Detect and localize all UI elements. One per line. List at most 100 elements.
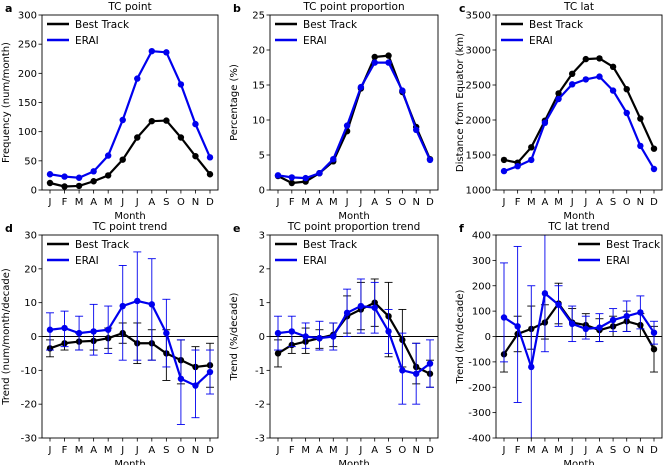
series-line xyxy=(503,57,656,164)
x-tick-label: M xyxy=(554,445,563,456)
plot-frame xyxy=(269,14,439,191)
x-tick-label: J xyxy=(570,197,574,208)
data-point xyxy=(412,126,420,133)
legend: Best Track ERAI xyxy=(501,19,584,47)
data-point xyxy=(582,76,590,83)
data-point xyxy=(46,171,54,178)
data-point xyxy=(104,326,112,333)
x-tick-label: F xyxy=(515,197,521,208)
data-point xyxy=(650,345,658,353)
data-point xyxy=(357,302,365,310)
x-tick-label: S xyxy=(610,197,616,208)
x-tick-label: M xyxy=(75,445,84,456)
data-point xyxy=(90,328,97,335)
legend-label: ERAI xyxy=(75,35,99,47)
y-tick-label: -200 xyxy=(468,383,491,394)
x-tick-label: A xyxy=(316,445,323,456)
x-tick-label: J xyxy=(48,445,52,456)
x-tick-label: M xyxy=(329,445,338,456)
x-axis-label: Month xyxy=(338,211,369,222)
chart-title: TC point proportion xyxy=(302,1,404,13)
data-point xyxy=(134,134,141,141)
x-tick-label: M xyxy=(301,445,310,456)
legend-label: ERAI xyxy=(75,255,99,267)
x-tick-label: M xyxy=(104,197,113,208)
data-point xyxy=(609,316,617,324)
data-point xyxy=(61,173,68,180)
x-tick-label: J xyxy=(276,445,280,456)
series-best-track xyxy=(46,322,214,388)
data-point xyxy=(582,55,590,63)
data-point xyxy=(637,309,644,316)
data-point xyxy=(596,73,603,80)
data-point xyxy=(192,120,199,128)
legend: Best Track ERAI xyxy=(275,239,358,267)
panel-label: e xyxy=(233,222,240,235)
data-point xyxy=(528,363,535,371)
chart-title: TC point xyxy=(107,1,151,13)
series-line xyxy=(277,304,431,375)
plot-frame xyxy=(269,234,439,439)
y-tick-label: -100 xyxy=(468,357,491,368)
y-tick-label: 0 xyxy=(259,186,265,197)
x-tick-label: F xyxy=(62,197,68,208)
data-point xyxy=(582,325,590,333)
data-point xyxy=(61,183,68,190)
chart-title: TC point trend xyxy=(92,221,168,233)
data-point xyxy=(500,167,508,175)
data-point xyxy=(343,309,351,317)
series-erai xyxy=(500,235,658,438)
x-tick-label: N xyxy=(637,445,644,456)
data-point xyxy=(192,152,199,160)
data-point xyxy=(555,95,562,103)
x-tick-label: A xyxy=(371,197,378,208)
data-point xyxy=(274,350,282,357)
series-erai xyxy=(46,47,214,181)
data-point xyxy=(385,328,392,335)
x-tick-label: J xyxy=(583,445,587,456)
data-point xyxy=(302,174,309,182)
data-point xyxy=(399,367,406,374)
data-point xyxy=(568,81,576,88)
data-point xyxy=(385,52,392,59)
y-tick-label: 0 xyxy=(485,332,491,343)
x-tick-label: S xyxy=(610,445,616,456)
plot-frame xyxy=(41,234,219,439)
y-tick-label: 1 xyxy=(259,298,265,309)
x-tick-label: J xyxy=(358,445,362,456)
legend: Best Track ERAI xyxy=(578,239,661,267)
legend-label: Best Track xyxy=(529,19,584,31)
legend-label: ERAI xyxy=(303,35,327,47)
x-tick-label: A xyxy=(371,445,378,456)
data-point xyxy=(568,320,576,328)
series-line xyxy=(503,75,655,173)
x-tick-label: J xyxy=(345,197,349,208)
x-tick-label: M xyxy=(301,197,310,208)
x-tick-label: D xyxy=(426,445,434,456)
panel-label: f xyxy=(459,222,464,235)
y-tick-label: 250 xyxy=(18,40,37,51)
x-tick-label: F xyxy=(515,445,521,456)
data-point xyxy=(75,174,83,181)
y-tick-label: 2 xyxy=(259,264,265,275)
data-point xyxy=(288,174,296,181)
data-point xyxy=(206,171,214,178)
y-axis-label: Frequency (num/month) xyxy=(1,42,12,163)
data-point xyxy=(90,168,97,175)
data-point xyxy=(119,302,126,310)
data-point xyxy=(426,156,434,164)
y-tick-label: 2500 xyxy=(466,81,491,92)
y-tick-label: -2 xyxy=(255,400,265,411)
data-point xyxy=(75,182,83,190)
data-point xyxy=(104,172,112,179)
data-point xyxy=(650,145,658,152)
data-point xyxy=(541,119,549,127)
data-point xyxy=(75,329,83,337)
data-point xyxy=(514,323,521,330)
data-point xyxy=(637,115,644,122)
series-line xyxy=(49,332,211,369)
y-tick-label: 100 xyxy=(472,307,491,318)
y-tick-label: 15 xyxy=(252,81,265,92)
